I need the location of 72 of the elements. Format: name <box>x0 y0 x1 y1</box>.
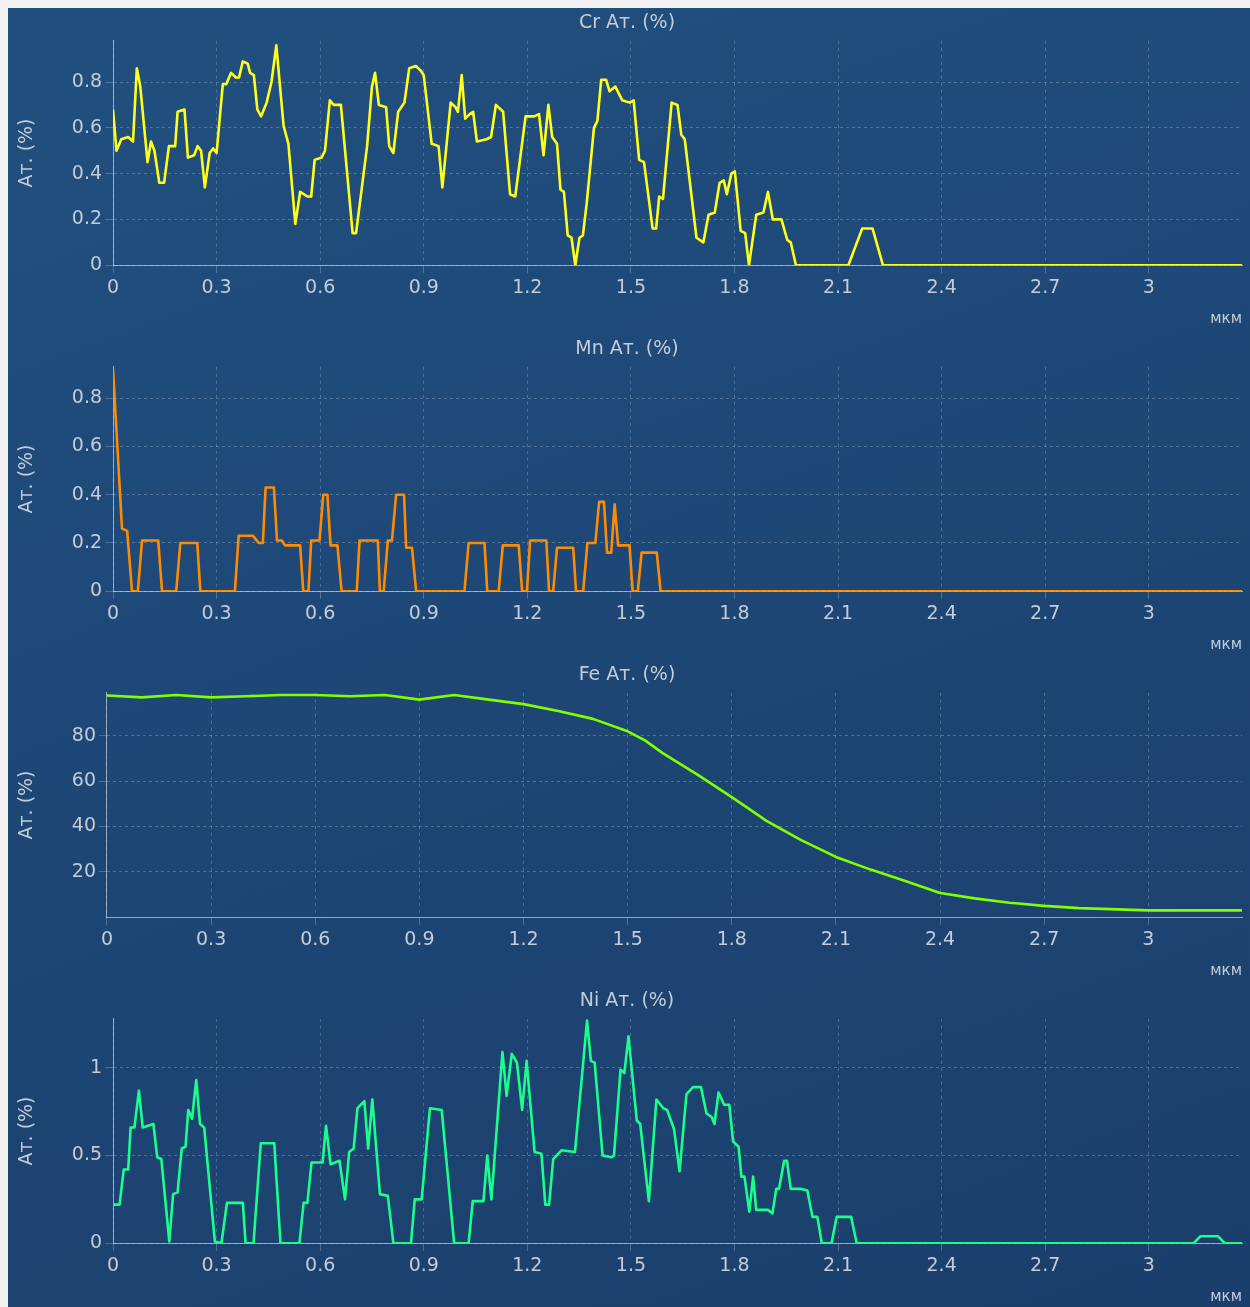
x-tick-label: 0.6 <box>305 274 336 297</box>
x-tick-label: 0.6 <box>300 926 331 949</box>
y-tick-label: 40 <box>71 813 96 836</box>
x-tick-label: 0.9 <box>404 926 435 949</box>
x-tick-label: 3 <box>1142 600 1155 623</box>
x-tick-label: 2.1 <box>820 926 851 949</box>
x-tick-label: 0.9 <box>408 1252 439 1275</box>
x-tick-label: 2.4 <box>924 926 956 949</box>
x-tick-label: 0.3 <box>201 600 232 623</box>
y-tick-label: 0.8 <box>71 385 103 408</box>
x-tick-label: 0 <box>106 274 120 297</box>
y-axis-title: Ат. (%) <box>14 118 37 188</box>
x-tick-label: 1.2 <box>512 274 543 297</box>
y-tick-label: 0.2 <box>71 206 103 229</box>
x-tick-label: 0 <box>106 600 120 623</box>
x-tick-label: 3 <box>1142 274 1155 297</box>
y-tick-label: 80 <box>71 722 96 745</box>
x-tick-label: 2.4 <box>926 1252 957 1275</box>
y-tick-label: 0 <box>89 252 103 275</box>
y-tick-label: 20 <box>71 858 96 881</box>
y-axis-title: Ат. (%) <box>14 770 37 840</box>
x-tick-label: 0.3 <box>196 926 227 949</box>
y-axis-title: Ат. (%) <box>14 444 37 514</box>
x-tick-label: 1.8 <box>716 926 747 949</box>
y-tick-label: 0.6 <box>71 114 103 137</box>
chart-title: Ni Ат. (%) <box>579 988 675 1011</box>
x-tick-label: 2.4 <box>926 600 957 623</box>
x-tick-label: 0.3 <box>201 1252 232 1275</box>
x-tick-label: 2.7 <box>1029 926 1060 949</box>
x-tick-label: 1.5 <box>615 1252 647 1275</box>
x-tick-label: 2.7 <box>1030 274 1061 297</box>
x-tick-label: 3 <box>1142 926 1155 949</box>
y-tick-label: 60 <box>71 768 96 791</box>
x-tick-label: 0.3 <box>201 274 232 297</box>
x-tick-label: 2.1 <box>822 274 854 297</box>
y-tick-label: 1 <box>89 1054 103 1077</box>
x-tick-label: 2.1 <box>822 1252 854 1275</box>
y-tick-label: 0.2 <box>71 529 103 552</box>
x-tick-label: 1.2 <box>508 926 539 949</box>
y-tick-label: 0 <box>89 578 103 601</box>
chart-title: Cr Ат. (%) <box>578 10 676 33</box>
x-tick-label: 1.2 <box>512 600 543 623</box>
chart-title: Fe Ат. (%) <box>578 662 676 685</box>
x-axis-title: мкм <box>1210 1286 1242 1305</box>
x-axis-title: мкм <box>1210 634 1242 653</box>
y-tick-label: 0.8 <box>71 68 103 91</box>
x-tick-label: 1.8 <box>719 274 750 297</box>
x-tick-label: 1.8 <box>719 1252 750 1275</box>
x-tick-label: 1.2 <box>512 1252 543 1275</box>
y-tick-label: 0 <box>89 1230 103 1253</box>
x-tick-label: 3 <box>1142 1252 1155 1275</box>
x-tick-label: 0 <box>106 1252 120 1275</box>
x-tick-label: 2.7 <box>1030 600 1061 623</box>
x-tick-label: 2.7 <box>1030 1252 1061 1275</box>
x-tick-label: 2.1 <box>822 600 854 623</box>
x-tick-label: 1.8 <box>719 600 750 623</box>
y-tick-label: 0.5 <box>71 1142 103 1165</box>
x-tick-label: 2.4 <box>926 274 957 297</box>
x-tick-label: 1.5 <box>615 274 647 297</box>
x-tick-label: 0.6 <box>305 1252 336 1275</box>
x-tick-label: 0.6 <box>305 600 336 623</box>
x-axis-title: мкм <box>1210 308 1242 327</box>
x-axis-title: мкм <box>1210 960 1242 979</box>
x-tick-label: 0.9 <box>408 600 439 623</box>
x-tick-label: 0.9 <box>408 274 439 297</box>
y-tick-label: 0.4 <box>71 481 103 504</box>
y-axis-title: Ат. (%) <box>14 1096 37 1166</box>
y-tick-label: 0.4 <box>71 160 103 183</box>
y-tick-label: 0.6 <box>71 433 103 456</box>
x-tick-label: 1.5 <box>612 926 643 949</box>
x-tick-label: 1.5 <box>615 600 647 623</box>
chart-title: Mn Ат. (%) <box>575 336 679 359</box>
